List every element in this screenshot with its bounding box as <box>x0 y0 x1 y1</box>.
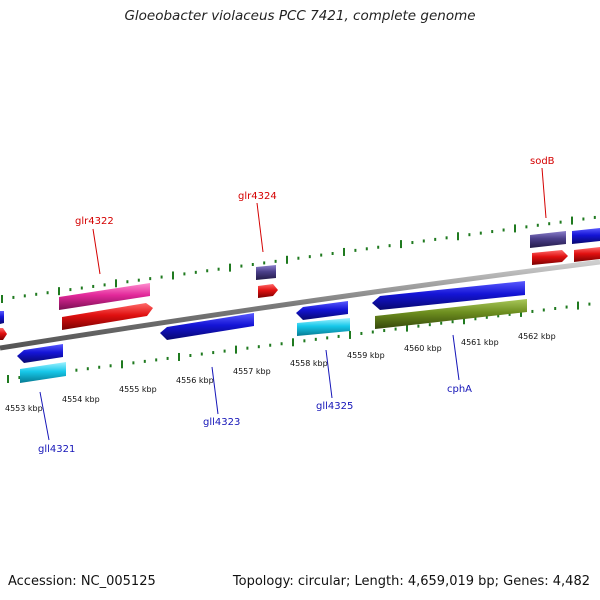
label-cphA: cphA <box>447 384 472 395</box>
label-gll4321: gll4321 <box>38 444 75 455</box>
cds-glr4322[interactable] <box>62 303 153 330</box>
label-glr4322: glr4322 <box>75 216 114 227</box>
label-sodB: sodB <box>530 156 555 167</box>
forward-genes <box>0 228 600 340</box>
kbp-label: 4557 kbp <box>233 367 271 376</box>
cds-left-edge[interactable] <box>0 328 7 340</box>
cds-sodB[interactable] <box>532 250 568 265</box>
genome-summary: Topology: circular; Length: 4,659,019 bp… <box>232 574 590 589</box>
accession-label: Accession: NC_005125 <box>8 574 156 589</box>
cds-right-edge[interactable] <box>574 247 600 262</box>
gene-cphA[interactable] <box>372 281 525 310</box>
cds-gll4321[interactable] <box>20 362 66 383</box>
gene-gll4325[interactable] <box>296 301 348 320</box>
kbp-label: 4558 kbp <box>290 359 328 368</box>
label-gll4325: gll4325 <box>316 401 353 412</box>
cds-cphA[interactable] <box>375 299 527 329</box>
kbp-label: 4559 kbp <box>347 351 385 360</box>
gene-gll4321[interactable] <box>17 344 63 363</box>
label-glr4324: glr4324 <box>238 191 277 202</box>
genome-backbone <box>0 259 600 351</box>
label-leader-lines <box>39 167 547 441</box>
kbp-label: 4555 kbp <box>119 385 157 394</box>
gene-glr4322[interactable] <box>59 283 150 310</box>
kbp-label: 4554 kbp <box>62 395 100 404</box>
kbp-label: 4562 kbp <box>518 332 556 341</box>
kbp-label: 4561 kbp <box>461 338 499 347</box>
kbp-label: 4560 kbp <box>404 344 442 353</box>
upper-tick-track <box>1 215 596 303</box>
gene-left-edge[interactable] <box>0 311 4 324</box>
gene-glr4324[interactable] <box>256 265 276 280</box>
kbp-label: 4553 kbp <box>5 404 43 413</box>
gene-right-edge[interactable] <box>572 228 600 244</box>
label-gll4323: gll4323 <box>203 417 240 428</box>
reverse-genes <box>17 281 527 383</box>
gene-sodB[interactable] <box>530 231 566 248</box>
gene-gll4323[interactable] <box>160 313 254 340</box>
kbp-labels: 4553 kbp 4554 kbp 4555 kbp 4556 kbp 4557… <box>5 332 556 413</box>
kbp-label: 4556 kbp <box>176 376 214 385</box>
cds-glr4324[interactable] <box>258 284 278 298</box>
cds-gll4325[interactable] <box>297 318 350 336</box>
genome-title: Gloeobacter violaceus PCC 7421, complete… <box>124 8 476 24</box>
